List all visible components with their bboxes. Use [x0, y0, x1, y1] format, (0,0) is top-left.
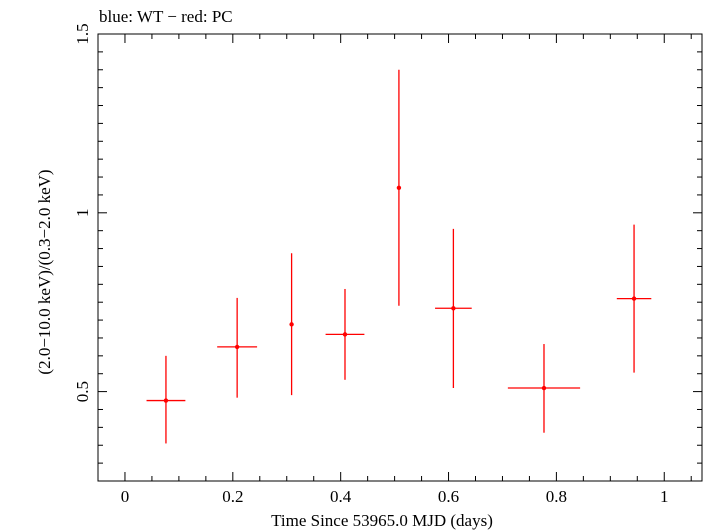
x-tick-label: 0.6 — [438, 487, 459, 506]
y-axis: 0.5 1 1.5 — [73, 23, 702, 482]
x-axis-label: Time Since 53965.0 MJD (days) — [271, 511, 493, 530]
x-tick-label: 0 — [121, 487, 130, 506]
data-point — [234, 344, 240, 350]
y-tick-label: 0.5 — [73, 381, 92, 402]
x-axis: 0 0.2 0.4 0.6 0.8 1 — [121, 34, 692, 506]
data-point — [289, 322, 294, 327]
data-point — [541, 385, 547, 391]
data-point — [451, 306, 456, 311]
chart-title: blue: WT − red: PC — [99, 7, 233, 26]
y-tick-label: 1.5 — [73, 23, 92, 44]
x-tick-label: 1 — [660, 487, 669, 506]
plot-frame — [97, 33, 703, 482]
x-tick-label: 0.4 — [330, 487, 352, 506]
data-point — [163, 398, 169, 403]
data-point — [396, 185, 402, 190]
data-series — [146, 69, 652, 444]
x-tick-label: 0.8 — [546, 487, 567, 506]
y-tick-label: 1 — [73, 209, 92, 218]
data-point — [342, 332, 348, 337]
y-axis-label: (2.0−10.0 keV)/(0.3−2.0 keV) — [35, 169, 54, 374]
data-point — [631, 296, 637, 301]
x-tick-label: 0.2 — [222, 487, 243, 506]
